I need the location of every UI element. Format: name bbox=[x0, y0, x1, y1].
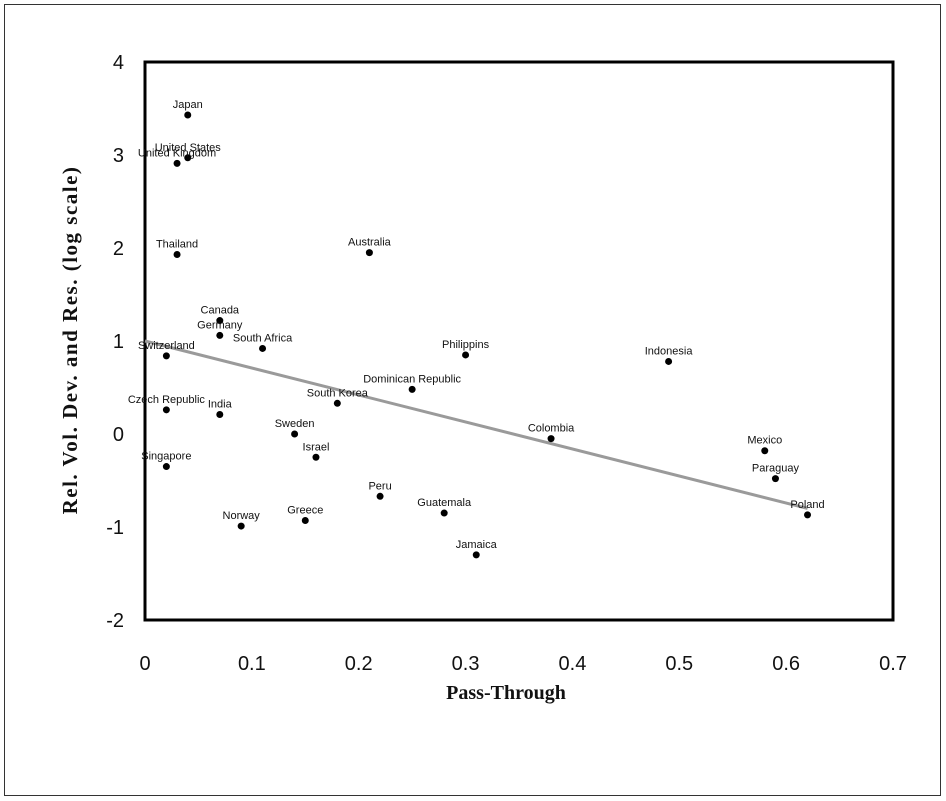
point-label: Paraguay bbox=[752, 463, 800, 475]
data-point bbox=[408, 385, 416, 393]
point-label: Israel bbox=[303, 441, 330, 453]
x-axis-label: Pass-Through bbox=[446, 682, 566, 704]
x-tick-label: 0.5 bbox=[665, 653, 693, 675]
x-tick-label: 0.2 bbox=[345, 653, 373, 675]
data-point bbox=[440, 509, 448, 517]
point-label: Norway bbox=[223, 510, 261, 522]
data-point bbox=[312, 453, 320, 461]
data-point bbox=[237, 522, 245, 530]
y-tick-label: 2 bbox=[113, 238, 124, 260]
data-point bbox=[761, 447, 769, 455]
point-label: Dominican Republic bbox=[363, 373, 461, 385]
point-label: Indonesia bbox=[645, 345, 694, 357]
data-point bbox=[472, 551, 480, 559]
x-tick-label: 0.3 bbox=[452, 653, 480, 675]
data-point bbox=[291, 430, 299, 438]
data-point bbox=[216, 331, 224, 339]
data-point bbox=[804, 511, 812, 519]
y-axis-ticks: -2 -1 0 1 2 3 4 bbox=[106, 52, 124, 632]
y-tick-label: 4 bbox=[113, 52, 124, 74]
point-label: Sweden bbox=[275, 418, 315, 430]
data-point bbox=[173, 251, 181, 259]
point-label: Philippins bbox=[442, 339, 490, 351]
data-point bbox=[184, 111, 192, 119]
point-label: Singapore bbox=[141, 451, 191, 463]
point-label: Poland bbox=[790, 499, 824, 511]
y-tick-label: -2 bbox=[106, 610, 124, 632]
data-point bbox=[162, 352, 170, 360]
data-point bbox=[462, 351, 470, 359]
point-label: Thailand bbox=[156, 239, 198, 251]
figure-frame bbox=[4, 4, 941, 796]
point-label: Australia bbox=[348, 237, 392, 249]
data-point bbox=[665, 357, 673, 365]
data-point bbox=[216, 410, 224, 418]
point-label: Colombia bbox=[528, 423, 575, 435]
data-point bbox=[333, 399, 341, 407]
y-tick-label: 0 bbox=[113, 424, 124, 446]
point-label: Peru bbox=[368, 480, 391, 492]
point-label: South Korea bbox=[307, 387, 369, 399]
point-label: South Africa bbox=[233, 332, 293, 344]
data-point bbox=[173, 159, 181, 167]
point-label: Mexico bbox=[747, 435, 782, 447]
data-point bbox=[547, 435, 555, 443]
x-tick-label: 0.6 bbox=[772, 653, 800, 675]
y-tick-label: 1 bbox=[113, 331, 124, 353]
x-tick-label: 0.7 bbox=[879, 653, 907, 675]
point-label: India bbox=[208, 398, 233, 410]
data-point bbox=[162, 406, 170, 414]
point-label: Switzerland bbox=[138, 340, 195, 352]
point-label: United States bbox=[155, 142, 222, 154]
data-point bbox=[259, 344, 267, 352]
point-label: Greece bbox=[287, 504, 323, 516]
x-tick-label: 0.4 bbox=[559, 653, 587, 675]
data-point bbox=[376, 492, 384, 500]
point-label: Guatemala bbox=[417, 497, 472, 509]
data-point bbox=[162, 463, 170, 471]
point-label: United Kingdom bbox=[138, 147, 216, 159]
data-point bbox=[365, 249, 373, 257]
data-point bbox=[216, 317, 224, 325]
data-point bbox=[184, 154, 192, 162]
x-axis-ticks: 0 0.1 0.2 0.3 0.4 0.5 0.6 0.7 bbox=[139, 653, 906, 675]
point-label: Czech Republic bbox=[128, 394, 206, 406]
data-point bbox=[771, 475, 779, 483]
point-label: Canada bbox=[201, 305, 240, 317]
x-tick-label: 0 bbox=[139, 653, 150, 675]
point-label: Japan bbox=[173, 99, 203, 111]
y-tick-label: -1 bbox=[106, 517, 124, 539]
y-axis-label: Rel. Vol. Dev. and Res. (log scale) bbox=[58, 166, 82, 515]
point-label: Germany bbox=[197, 319, 243, 331]
data-point bbox=[301, 516, 309, 524]
trend-line bbox=[144, 339, 808, 510]
x-tick-label: 0.1 bbox=[238, 653, 266, 675]
point-label: Jamaica bbox=[456, 539, 498, 551]
y-tick-label: 3 bbox=[113, 145, 124, 167]
